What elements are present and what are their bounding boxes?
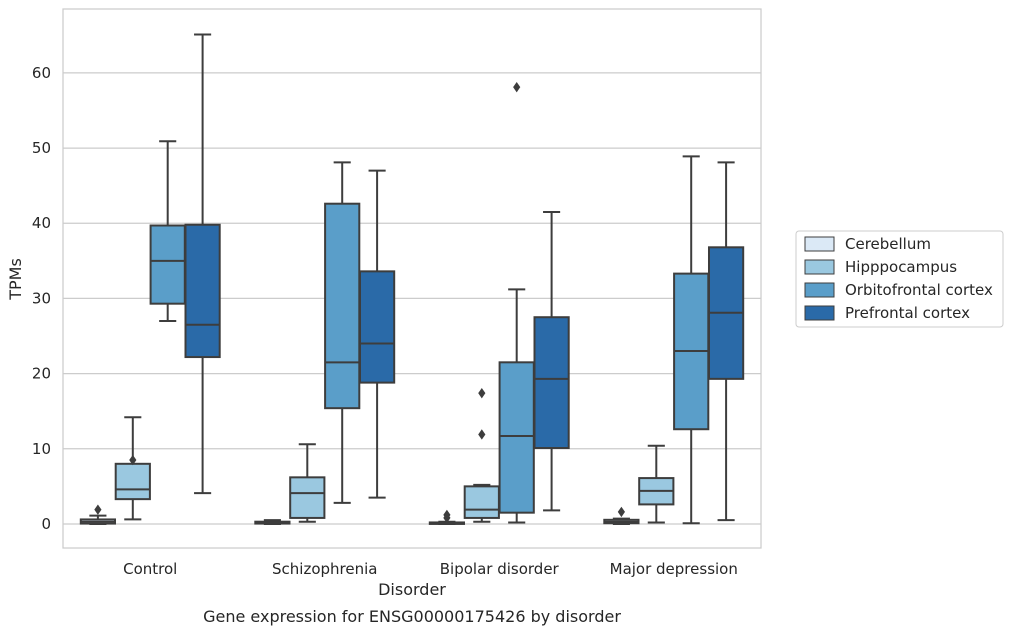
y-tick-label: 40 <box>32 214 51 232</box>
legend-entry: Hipppocampus <box>845 258 957 276</box>
box-group <box>533 210 570 512</box>
box-group <box>428 509 466 525</box>
box-iqr <box>498 361 535 514</box>
legend-swatch <box>804 236 835 252</box>
box-group <box>603 506 640 525</box>
y-tick-label: 60 <box>32 64 51 82</box>
legend-entry: Prefrontal cortex <box>845 304 970 322</box>
box-group <box>707 161 745 522</box>
y-tick-label: 10 <box>32 440 51 458</box>
y-tick-label: 50 <box>32 139 51 157</box>
box-iqr <box>324 202 361 410</box>
outlier-point <box>443 512 451 524</box>
y-axis-label: TPMs <box>6 258 25 301</box>
box-iqr <box>533 316 570 450</box>
legend-entry: Cerebellum <box>845 235 931 253</box>
y-tick-label: 30 <box>32 289 51 307</box>
box-group <box>324 161 361 504</box>
box-group <box>114 416 151 521</box>
chart-title: Gene expression for ENSG00000175426 by d… <box>203 607 621 626</box>
outlier-point <box>94 504 102 515</box>
box-group <box>184 33 221 495</box>
x-tick-label: Bipolar disorder <box>440 560 560 578</box>
outlier-point <box>617 506 625 518</box>
box-iqr <box>114 462 151 501</box>
x-tick-label: Schizophrenia <box>272 560 377 578</box>
legend-frame <box>795 230 1004 328</box>
y-tick-labels: 0 10 20 30 40 50 60 <box>32 64 51 533</box>
y-tick-label: 20 <box>32 365 51 383</box>
legend-swatch <box>804 305 835 321</box>
legend-swatch <box>804 259 835 275</box>
box-group <box>79 504 117 525</box>
box-iqr <box>184 223 221 359</box>
box-series <box>79 33 745 525</box>
box-iqr <box>289 476 326 519</box>
box-group <box>254 519 291 525</box>
box-group <box>498 81 535 524</box>
legend-entry: Orbitofrontal cortex <box>845 281 993 299</box>
box-group <box>289 443 326 523</box>
x-axis-label: Disorder <box>378 580 446 599</box>
box-group <box>149 140 186 322</box>
box-group <box>358 169 396 499</box>
x-tick-labels: Control Schizophrenia Bipolar disorder Majo… <box>123 560 738 578</box>
outlier-point <box>513 81 521 93</box>
box-group <box>673 155 710 525</box>
box-group <box>463 387 500 523</box>
x-tick-label: Major depression <box>610 560 738 578</box>
box-iqr <box>358 270 396 384</box>
legend: Cerebellum Hipppocampus Orbitofrontal cort… <box>795 230 1004 328</box>
legend-swatch <box>804 282 835 298</box>
box-iqr <box>149 224 186 305</box>
outlier-point <box>129 454 137 466</box>
box-iqr <box>463 485 500 519</box>
outlier-point <box>478 429 486 440</box>
outlier-point <box>478 387 486 399</box>
x-tick-label: Control <box>123 560 177 578</box>
plot-area-frame <box>62 8 762 549</box>
y-tick-label: 0 <box>41 515 51 533</box>
box-group <box>638 444 675 524</box>
